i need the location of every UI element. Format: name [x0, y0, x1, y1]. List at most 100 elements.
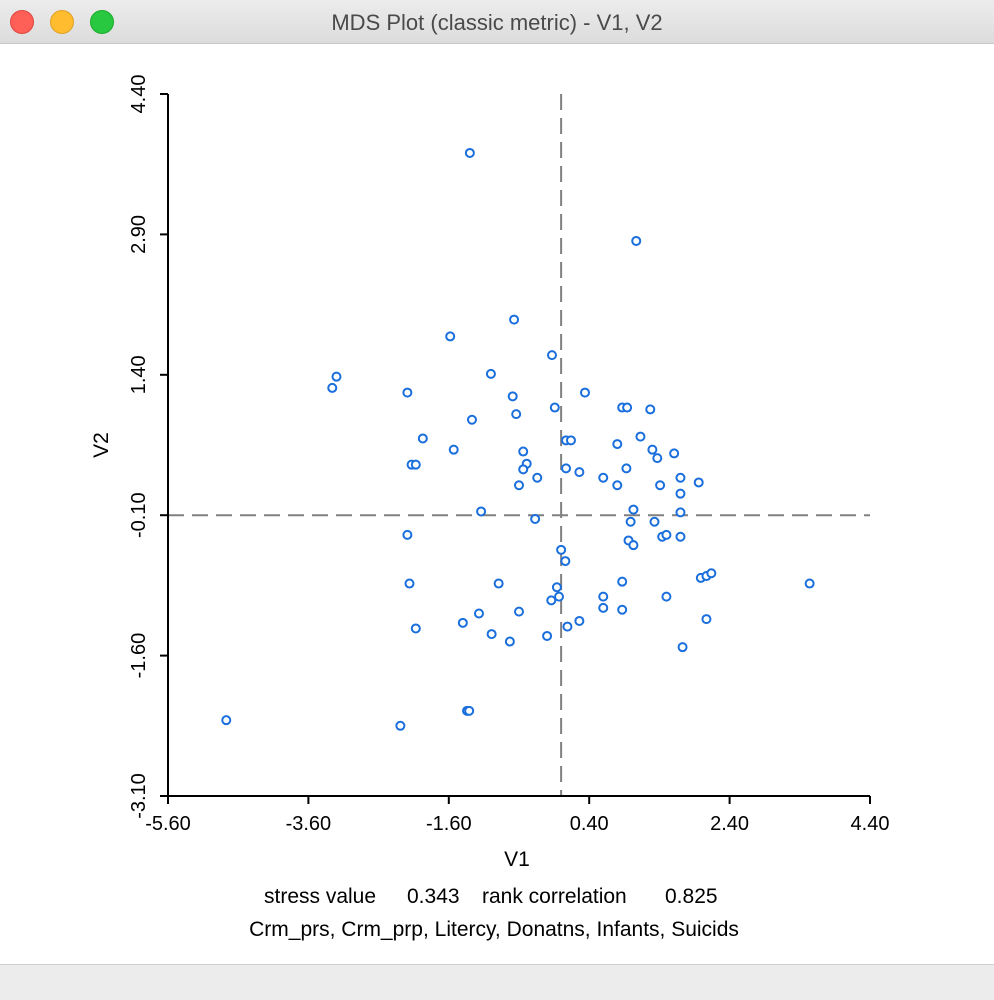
- data-point[interactable]: [542, 630, 553, 641]
- data-point[interactable]: [464, 147, 475, 158]
- data-point[interactable]: [514, 480, 524, 491]
- data-point[interactable]: [457, 617, 468, 628]
- data-point[interactable]: [647, 444, 658, 455]
- data-point[interactable]: [669, 448, 680, 459]
- data-point[interactable]: [476, 506, 487, 517]
- data-point[interactable]: [661, 591, 672, 602]
- data-point[interactable]: [706, 568, 717, 579]
- data-point[interactable]: [574, 467, 585, 478]
- data-point[interactable]: [511, 409, 522, 420]
- data-point[interactable]: [701, 614, 712, 625]
- close-window-button[interactable]: [10, 10, 34, 34]
- data-point[interactable]: [598, 591, 609, 602]
- data-point[interactable]: [417, 433, 428, 444]
- window-titlebar: MDS Plot (classic metric) - V1, V2: [0, 0, 994, 44]
- data-point[interactable]: [649, 516, 660, 527]
- data-point[interactable]: [509, 314, 520, 325]
- data-point[interactable]: [404, 578, 415, 589]
- data-point[interactable]: [518, 464, 529, 475]
- data-point[interactable]: [652, 453, 663, 464]
- data-point[interactable]: [518, 446, 529, 457]
- plot-canvas[interactable]: -5.60 -3.60 -1.60 0.40 2.40 4.40 -3.10 -1.60 -0.…: [0, 44, 994, 964]
- data-point[interactable]: [551, 582, 562, 593]
- footer-stress-label: stress value: [264, 885, 376, 908]
- x-tick-label: -5.60: [145, 813, 191, 835]
- data-point[interactable]: [635, 431, 646, 442]
- data-point[interactable]: [410, 623, 421, 634]
- data-point[interactable]: [466, 414, 477, 425]
- x-tick-label: 0.40: [570, 813, 609, 835]
- footer-stress-value: 0.343: [407, 885, 460, 908]
- data-point[interactable]: [556, 544, 567, 555]
- data-point[interactable]: [327, 382, 338, 393]
- data-point[interactable]: [693, 477, 704, 488]
- data-point[interactable]: [628, 540, 639, 551]
- data-point[interactable]: [612, 439, 623, 450]
- data-point[interactable]: [221, 715, 232, 726]
- data-point[interactable]: [530, 513, 541, 524]
- data-point[interactable]: [598, 472, 609, 483]
- data-point[interactable]: [554, 591, 565, 602]
- data-point[interactable]: [631, 235, 642, 246]
- data-point[interactable]: [504, 636, 515, 647]
- data-point[interactable]: [473, 608, 484, 619]
- data-point[interactable]: [612, 480, 623, 491]
- zoom-window-button[interactable]: [90, 10, 114, 34]
- window-title: MDS Plot (classic metric) - V1, V2: [331, 10, 663, 35]
- footer-rank-label: rank correlation: [482, 885, 627, 908]
- data-point[interactable]: [549, 402, 560, 413]
- data-point[interactable]: [622, 402, 633, 413]
- data-point[interactable]: [402, 529, 413, 540]
- data-point[interactable]: [565, 435, 576, 446]
- data-point[interactable]: [514, 606, 524, 617]
- data-point[interactable]: [546, 350, 557, 361]
- data-point[interactable]: [675, 507, 686, 518]
- data-point[interactable]: [579, 387, 590, 398]
- data-point[interactable]: [562, 621, 573, 632]
- mds-scatter-plot[interactable]: -5.60 -3.60 -1.60 0.40 2.40 4.40 -3.10 -1.60 -0.…: [0, 44, 994, 964]
- data-point[interactable]: [675, 531, 686, 542]
- data-point[interactable]: [628, 504, 639, 515]
- status-bar: [0, 964, 994, 1000]
- data-point[interactable]: [804, 578, 815, 589]
- data-point[interactable]: [621, 463, 632, 474]
- data-point[interactable]: [617, 576, 628, 587]
- data-point[interactable]: [677, 642, 688, 653]
- data-point[interactable]: [493, 578, 504, 589]
- data-point[interactable]: [617, 604, 628, 615]
- data-point[interactable]: [395, 720, 406, 731]
- x-axis-label: V1: [504, 848, 530, 871]
- data-point[interactable]: [507, 391, 518, 402]
- data-point[interactable]: [485, 368, 496, 379]
- data-point[interactable]: [331, 371, 342, 382]
- data-point[interactable]: [410, 459, 421, 470]
- data-point[interactable]: [561, 463, 572, 474]
- data-point[interactable]: [574, 615, 585, 626]
- data-point[interactable]: [546, 595, 557, 606]
- data-point[interactable]: [560, 556, 571, 567]
- data-point[interactable]: [464, 705, 475, 716]
- data-point[interactable]: [402, 387, 413, 398]
- y-tick-label: -0.10: [128, 492, 150, 538]
- data-point[interactable]: [486, 629, 497, 640]
- data-point[interactable]: [448, 444, 459, 455]
- x-tick-label: -3.60: [286, 813, 332, 835]
- y-tick-label: 1.40: [128, 355, 150, 394]
- data-point[interactable]: [645, 404, 656, 415]
- data-point[interactable]: [675, 472, 686, 483]
- data-point[interactable]: [625, 516, 636, 527]
- data-point[interactable]: [445, 331, 456, 342]
- footer-variables: Crm_prs, Crm_prp, Litercy, Donatns, Infa…: [249, 918, 739, 941]
- data-point[interactable]: [675, 488, 686, 499]
- data-point[interactable]: [661, 529, 672, 540]
- data-point[interactable]: [598, 602, 609, 613]
- data-point[interactable]: [655, 480, 666, 491]
- x-tick-label: 4.40: [851, 813, 890, 835]
- x-tick-label: 2.40: [710, 813, 749, 835]
- y-tick-label: -3.10: [128, 773, 150, 819]
- y-axis-label: V2: [90, 432, 113, 458]
- data-point[interactable]: [532, 472, 543, 483]
- minimize-window-button[interactable]: [50, 10, 74, 34]
- y-tick-label: 2.90: [128, 215, 150, 254]
- x-tick-label: -1.60: [426, 813, 472, 835]
